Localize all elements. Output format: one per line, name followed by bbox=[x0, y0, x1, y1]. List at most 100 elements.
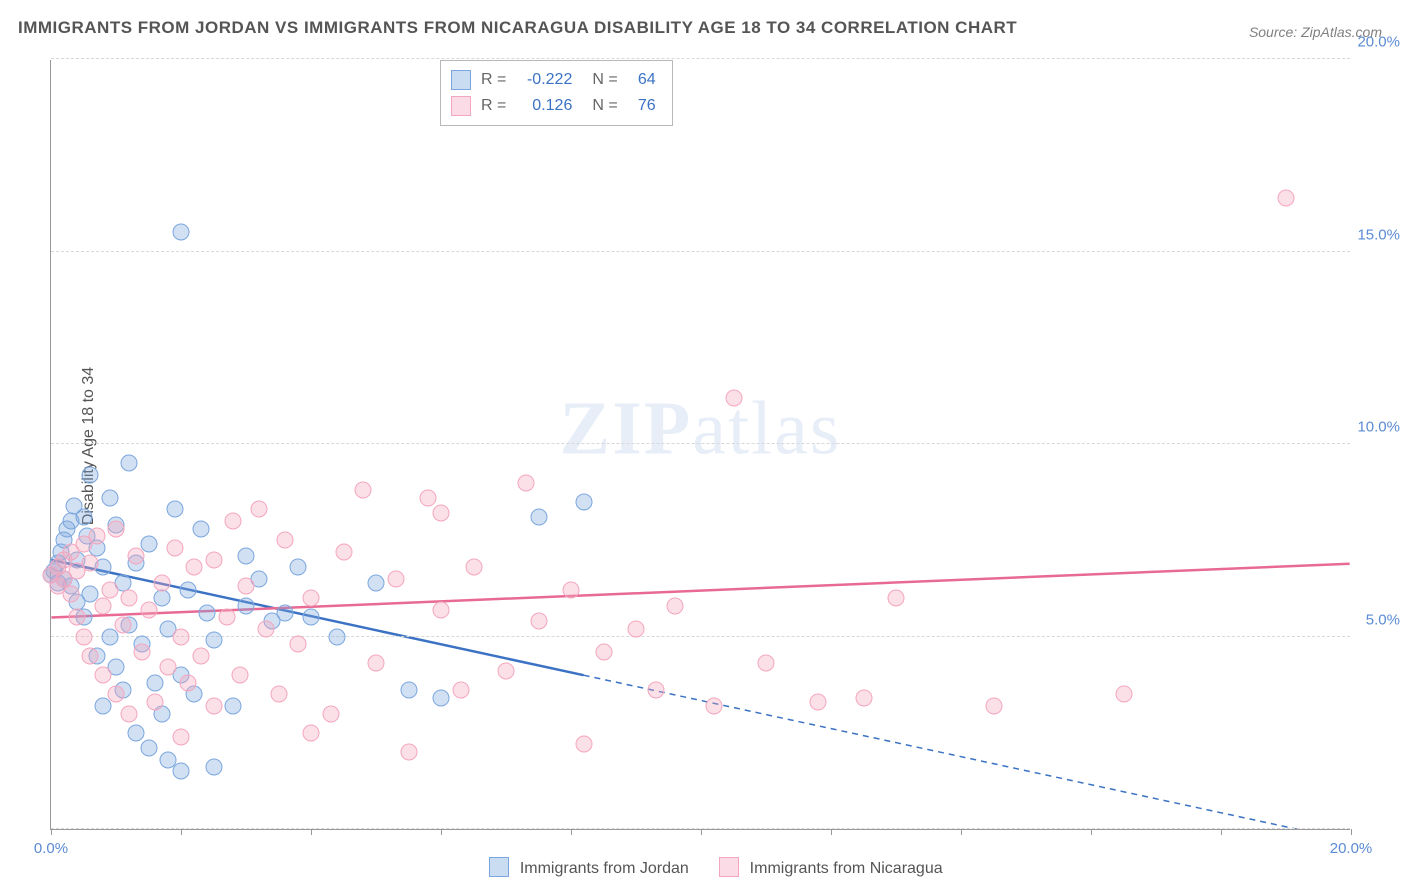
data-point bbox=[985, 697, 1002, 714]
data-point bbox=[595, 643, 612, 660]
data-point bbox=[205, 632, 222, 649]
data-point bbox=[218, 609, 235, 626]
data-point bbox=[433, 505, 450, 522]
chart-title: IMMIGRANTS FROM JORDAN VS IMMIGRANTS FRO… bbox=[18, 18, 1017, 38]
data-point bbox=[205, 697, 222, 714]
data-point bbox=[368, 574, 385, 591]
data-point bbox=[433, 601, 450, 618]
data-point bbox=[95, 667, 112, 684]
data-point bbox=[706, 697, 723, 714]
data-point bbox=[1115, 686, 1132, 703]
trendlines bbox=[51, 60, 1350, 829]
data-point bbox=[452, 682, 469, 699]
data-point bbox=[140, 740, 157, 757]
data-point bbox=[238, 547, 255, 564]
data-point bbox=[134, 643, 151, 660]
data-point bbox=[563, 582, 580, 599]
data-point bbox=[888, 590, 905, 607]
data-point bbox=[231, 667, 248, 684]
data-point bbox=[400, 744, 417, 761]
data-point bbox=[257, 620, 274, 637]
data-point bbox=[173, 628, 190, 645]
data-point bbox=[101, 489, 118, 506]
swatch-icon bbox=[719, 857, 739, 877]
data-point bbox=[173, 763, 190, 780]
data-point bbox=[517, 474, 534, 491]
y-tick-label: 10.0% bbox=[1354, 419, 1400, 436]
data-point bbox=[153, 574, 170, 591]
n-value: 64 bbox=[628, 71, 656, 89]
data-point bbox=[465, 559, 482, 576]
data-point bbox=[725, 389, 742, 406]
plot-area: ZIPatlas 5.0%10.0%15.0%20.0%0.0%20.0% bbox=[50, 60, 1350, 830]
data-point bbox=[628, 620, 645, 637]
data-point bbox=[82, 555, 99, 572]
x-tick bbox=[571, 829, 572, 835]
n-label: N = bbox=[592, 97, 617, 115]
data-point bbox=[82, 466, 99, 483]
data-point bbox=[270, 686, 287, 703]
data-point bbox=[205, 551, 222, 568]
data-point bbox=[1278, 189, 1295, 206]
data-point bbox=[329, 628, 346, 645]
gridline bbox=[51, 58, 1350, 59]
data-point bbox=[121, 455, 138, 472]
data-point bbox=[530, 613, 547, 630]
data-point bbox=[530, 509, 547, 526]
data-point bbox=[147, 693, 164, 710]
r-label: R = bbox=[481, 97, 506, 115]
stats-legend: R = -0.222 N = 64 R = 0.126 N = 76 bbox=[440, 60, 673, 126]
data-point bbox=[121, 590, 138, 607]
swatch-icon bbox=[489, 857, 509, 877]
data-point bbox=[95, 597, 112, 614]
data-point bbox=[303, 609, 320, 626]
gridline bbox=[51, 443, 1350, 444]
x-tick bbox=[701, 829, 702, 835]
data-point bbox=[62, 586, 79, 603]
data-point bbox=[647, 682, 664, 699]
data-point bbox=[368, 655, 385, 672]
x-tick-label: 0.0% bbox=[34, 840, 68, 857]
data-point bbox=[147, 674, 164, 691]
watermark: ZIPatlas bbox=[560, 386, 842, 473]
data-point bbox=[114, 616, 131, 633]
data-point bbox=[127, 724, 144, 741]
data-point bbox=[251, 501, 268, 518]
data-point bbox=[192, 520, 209, 537]
n-label: N = bbox=[592, 71, 617, 89]
swatch-icon bbox=[451, 96, 471, 116]
data-point bbox=[576, 736, 593, 753]
x-tick bbox=[1091, 829, 1092, 835]
stats-row-jordan: R = -0.222 N = 64 bbox=[451, 67, 656, 93]
data-point bbox=[75, 509, 92, 526]
data-point bbox=[121, 705, 138, 722]
data-point bbox=[101, 582, 118, 599]
data-point bbox=[108, 520, 125, 537]
data-point bbox=[199, 605, 216, 622]
data-point bbox=[277, 605, 294, 622]
data-point bbox=[303, 590, 320, 607]
data-point bbox=[810, 693, 827, 710]
data-point bbox=[140, 601, 157, 618]
data-point bbox=[69, 609, 86, 626]
data-point bbox=[667, 597, 684, 614]
legend-label-nicaragua: Immigrants from Nicaragua bbox=[750, 860, 943, 877]
x-tick bbox=[961, 829, 962, 835]
data-point bbox=[225, 513, 242, 530]
data-point bbox=[355, 482, 372, 499]
y-tick-label: 15.0% bbox=[1354, 226, 1400, 243]
r-value: 0.126 bbox=[516, 97, 572, 115]
data-point bbox=[303, 724, 320, 741]
y-tick-label: 20.0% bbox=[1354, 34, 1400, 51]
data-point bbox=[855, 690, 872, 707]
gridline bbox=[51, 636, 1350, 637]
data-point bbox=[433, 690, 450, 707]
data-point bbox=[192, 647, 209, 664]
y-tick-label: 5.0% bbox=[1354, 611, 1400, 628]
data-point bbox=[290, 559, 307, 576]
data-point bbox=[387, 570, 404, 587]
data-point bbox=[82, 647, 99, 664]
stats-row-nicaragua: R = 0.126 N = 76 bbox=[451, 93, 656, 119]
data-point bbox=[290, 636, 307, 653]
x-tick bbox=[311, 829, 312, 835]
